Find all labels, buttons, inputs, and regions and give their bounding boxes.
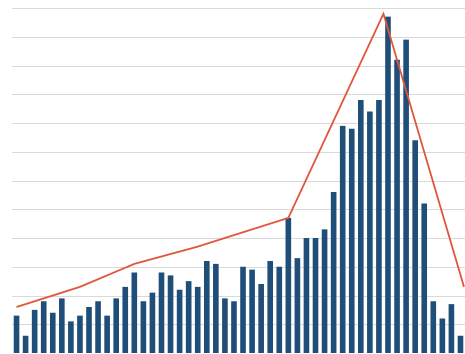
bar-5: [59, 298, 65, 354]
bar-31: [294, 258, 301, 354]
bar-47: [439, 318, 446, 353]
bar-series: [13, 16, 464, 354]
bar-44: [412, 140, 418, 353]
bar-3: [40, 301, 47, 353]
bar-40: [376, 100, 382, 353]
bar-46: [430, 301, 437, 353]
bar-14: [140, 301, 147, 353]
bar-10: [104, 315, 110, 354]
bar-9: [95, 301, 101, 353]
bar-18: [176, 289, 183, 353]
bar-21: [203, 261, 210, 353]
bar-34: [321, 229, 328, 354]
bar-27: [258, 284, 264, 353]
bar-43: [403, 39, 409, 354]
bar-45: [421, 203, 428, 353]
bar-42: [394, 59, 400, 353]
bar-4: [49, 312, 56, 353]
bar-30: [285, 217, 292, 354]
bar-7: [77, 315, 83, 354]
bar-22: [213, 263, 219, 354]
bar-49: [457, 335, 464, 353]
bar-2: [31, 309, 38, 354]
bar-6: [68, 321, 74, 354]
trend-line-series: [16, 11, 465, 308]
bar-33: [312, 238, 319, 353]
bar-20: [194, 286, 201, 354]
trend-line: [16, 11, 465, 308]
bar-25: [240, 266, 246, 353]
bar-0: [13, 315, 20, 354]
bar-39: [367, 111, 373, 353]
bar-41: [385, 16, 391, 354]
bar-37: [348, 128, 355, 353]
bar-23: [222, 298, 228, 354]
bar-15: [149, 292, 156, 354]
bar-38: [358, 100, 364, 353]
bar-48: [448, 304, 455, 354]
bar-12: [122, 286, 129, 354]
bar-13: [131, 272, 138, 353]
bar-11: [113, 298, 119, 354]
bar-1: [22, 335, 29, 353]
bar-24: [231, 301, 237, 353]
bar-28: [267, 261, 274, 353]
bar-29: [276, 266, 283, 353]
bar-35: [330, 192, 337, 353]
bar-19: [185, 281, 192, 354]
bar-8: [86, 307, 92, 353]
bar-16: [158, 272, 165, 353]
bar-36: [339, 125, 346, 354]
bar-32: [303, 238, 310, 353]
bar-26: [249, 269, 255, 354]
bar-17: [167, 275, 174, 354]
